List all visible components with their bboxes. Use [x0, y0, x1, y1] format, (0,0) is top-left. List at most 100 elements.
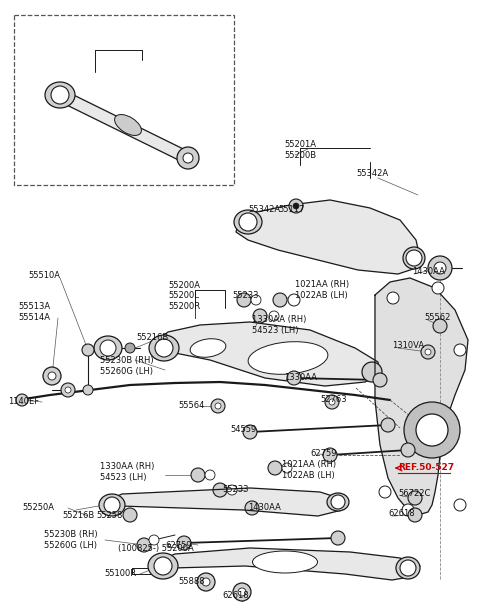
Circle shape — [373, 373, 387, 387]
Text: 1330AA (RH)
54523 (LH): 1330AA (RH) 54523 (LH) — [252, 315, 306, 335]
Circle shape — [454, 344, 466, 356]
Circle shape — [239, 213, 257, 231]
Ellipse shape — [252, 551, 317, 573]
Polygon shape — [155, 322, 380, 386]
Text: 55250A: 55250A — [22, 504, 54, 513]
Text: 55201A
55200B: 55201A 55200B — [284, 140, 316, 160]
Circle shape — [43, 367, 61, 385]
Text: 55100R: 55100R — [104, 569, 136, 579]
Circle shape — [379, 486, 391, 498]
Circle shape — [155, 339, 173, 357]
Circle shape — [154, 557, 172, 575]
Ellipse shape — [396, 557, 420, 579]
Circle shape — [433, 319, 447, 333]
Circle shape — [253, 309, 267, 323]
Text: 55342A: 55342A — [248, 205, 280, 214]
Circle shape — [428, 256, 452, 280]
Text: 52763: 52763 — [320, 395, 347, 404]
Circle shape — [282, 463, 292, 473]
Circle shape — [404, 402, 460, 458]
Circle shape — [434, 262, 446, 274]
Circle shape — [237, 293, 251, 307]
Text: 55513A
55514A: 55513A 55514A — [18, 302, 50, 322]
Circle shape — [211, 399, 225, 413]
Text: 55216B: 55216B — [136, 333, 168, 342]
Circle shape — [331, 531, 345, 545]
Circle shape — [293, 203, 299, 209]
Text: REF.50-527: REF.50-527 — [398, 463, 454, 473]
Circle shape — [197, 573, 215, 591]
Ellipse shape — [190, 339, 226, 357]
Circle shape — [149, 535, 159, 545]
Circle shape — [269, 311, 279, 321]
Text: 62618: 62618 — [222, 591, 249, 600]
Circle shape — [48, 372, 56, 380]
Circle shape — [227, 485, 237, 495]
Text: 55562: 55562 — [424, 314, 450, 323]
Circle shape — [205, 470, 215, 480]
Text: 54559: 54559 — [230, 426, 256, 434]
Ellipse shape — [403, 247, 425, 269]
Text: 62759: 62759 — [310, 449, 336, 459]
Text: 55888: 55888 — [178, 577, 204, 586]
Text: 55200A
55200L
55200R: 55200A 55200L 55200R — [168, 281, 200, 311]
Circle shape — [402, 504, 414, 516]
Ellipse shape — [115, 114, 142, 135]
Text: 55216B: 55216B — [62, 512, 94, 521]
Text: 55230B (RH)
55260G (LH): 55230B (RH) 55260G (LH) — [100, 356, 154, 376]
Text: 1310VA: 1310VA — [392, 342, 424, 351]
Circle shape — [243, 425, 257, 439]
Text: 62759: 62759 — [165, 541, 192, 549]
Circle shape — [362, 362, 382, 382]
Ellipse shape — [149, 335, 179, 361]
Circle shape — [123, 508, 137, 522]
Circle shape — [454, 499, 466, 511]
Circle shape — [177, 147, 199, 169]
Ellipse shape — [327, 493, 349, 511]
Circle shape — [82, 344, 94, 356]
FancyBboxPatch shape — [14, 15, 234, 185]
Text: 55510A: 55510A — [28, 272, 60, 281]
Text: 55258: 55258 — [96, 510, 122, 519]
Circle shape — [408, 491, 422, 505]
Polygon shape — [102, 488, 345, 516]
Circle shape — [432, 282, 444, 294]
Text: 1021AA (RH)
1022AB (LH): 1021AA (RH) 1022AB (LH) — [282, 460, 336, 480]
Text: 1140EF: 1140EF — [8, 398, 39, 406]
Circle shape — [406, 250, 422, 266]
Circle shape — [416, 414, 448, 446]
Text: 55117: 55117 — [278, 205, 304, 214]
Text: 55564: 55564 — [178, 401, 204, 410]
Text: 1430AA: 1430AA — [412, 267, 445, 276]
Polygon shape — [152, 548, 420, 580]
Circle shape — [238, 588, 246, 596]
Ellipse shape — [125, 343, 135, 353]
Circle shape — [325, 395, 339, 409]
Circle shape — [268, 461, 282, 475]
Circle shape — [289, 199, 303, 213]
Circle shape — [329, 399, 335, 405]
Circle shape — [202, 578, 210, 586]
Circle shape — [83, 385, 93, 395]
Text: 1021AA (RH)
1022AB (LH): 1021AA (RH) 1022AB (LH) — [295, 280, 349, 300]
Text: 62618: 62618 — [388, 510, 415, 518]
Circle shape — [183, 153, 193, 163]
Circle shape — [104, 497, 120, 513]
Circle shape — [215, 403, 221, 409]
Ellipse shape — [45, 82, 75, 108]
Ellipse shape — [99, 494, 125, 516]
Circle shape — [331, 495, 345, 509]
Text: 55230B (RH)
55260G (LH): 55230B (RH) 55260G (LH) — [44, 530, 97, 550]
Circle shape — [381, 418, 395, 432]
Ellipse shape — [148, 553, 178, 579]
Polygon shape — [57, 90, 191, 163]
Circle shape — [408, 508, 422, 522]
Circle shape — [245, 501, 259, 515]
Circle shape — [137, 538, 151, 552]
Circle shape — [100, 340, 116, 356]
Text: 1430AA: 1430AA — [248, 504, 281, 513]
Circle shape — [51, 86, 69, 104]
Circle shape — [16, 394, 28, 406]
Circle shape — [288, 294, 300, 306]
Circle shape — [177, 536, 191, 550]
